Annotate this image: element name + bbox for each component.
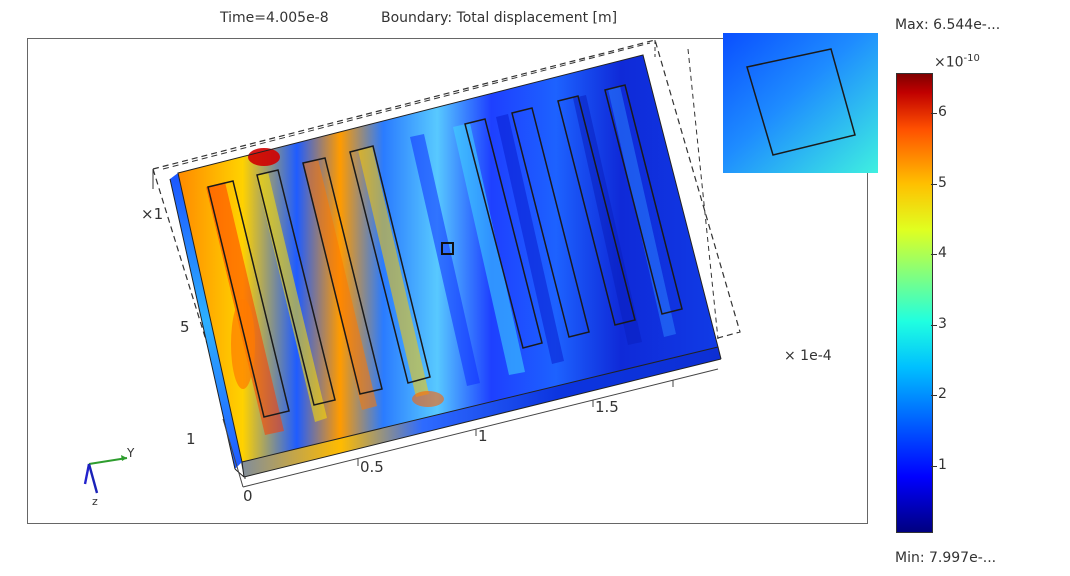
colorbar-exponent: ×10-10 [934,53,980,71]
y-tick-label: 5 [180,318,190,336]
colorbar-tick-label: 1 [938,457,947,473]
x-tick-label: 0 [243,487,253,505]
colorbar-exponent-power: -10 [963,53,980,64]
view-inset [723,33,878,173]
displacement-plot [152,39,741,488]
colorbar-exponent-base: ×10 [934,54,964,71]
colorbar-tick [931,254,937,255]
time-label: Time=4.005e-8 [220,10,329,26]
x-tick-label: 0.5 [360,458,384,476]
colorbar-tick-label: 2 [938,386,947,402]
triad-z-label: z [92,495,98,508]
x-tick-label: 1 [478,427,488,445]
colorbar-tick-label: 4 [938,245,947,261]
boundary-label: Boundary: Total displacement [m] [381,10,618,26]
axis-scale-label: × 1e-4 [784,348,832,364]
colorbar-tick [931,184,937,185]
colorbar-tick [931,113,937,114]
y-tick-label: ×1 [141,205,164,223]
triad-y-label: Y [127,446,135,460]
colorbar-tick [931,395,937,396]
x-tick-label: 1.5 [595,398,619,416]
colorbar-tick-label: 3 [938,316,947,332]
y-tick-label: 1 [186,430,196,448]
axis-triad-icon [83,455,128,494]
colorbar-tick [931,325,937,326]
colorbar-tick-label: 6 [938,104,947,120]
colorbar-tick-label: 5 [938,175,947,191]
colorbar-max-label: Max: 6.544e-... [895,17,1001,33]
plot-title: Time=4.005e-8 Boundary: Total displaceme… [150,10,750,32]
colorbar [896,73,933,533]
colorbar-tick [931,466,937,467]
colorbar-min-label: Min: 7.997e-... [895,550,997,566]
